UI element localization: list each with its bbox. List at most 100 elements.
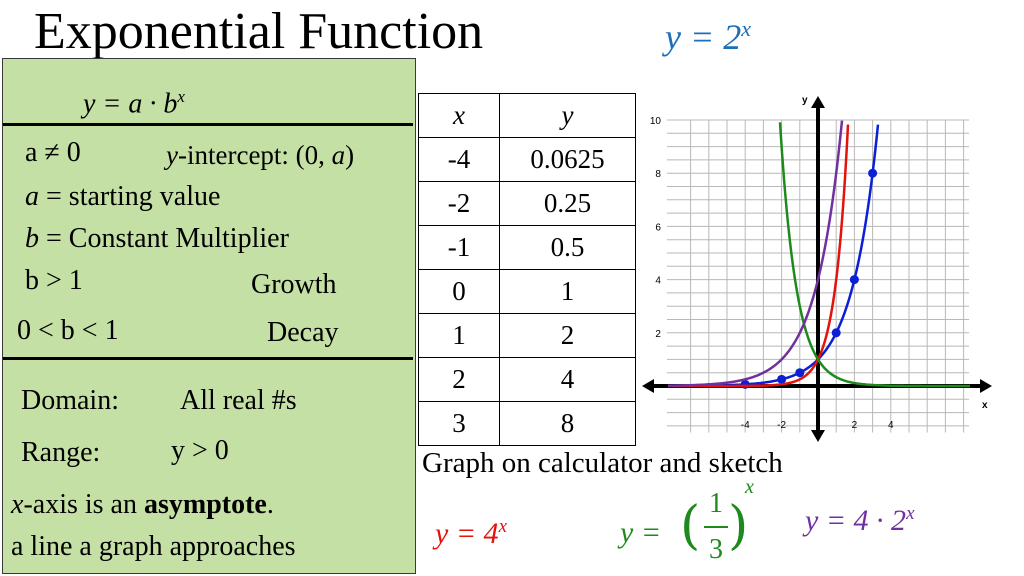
table-cell-x: 2 xyxy=(418,357,500,402)
y-tick-label: 6 xyxy=(655,222,661,233)
y-intercept-text: -intercept: (0, xyxy=(177,140,332,170)
y-tick-label: 10 xyxy=(650,116,662,127)
growth-condition: b > 1 xyxy=(25,265,83,296)
x-axis-arrow-left xyxy=(642,379,654,393)
growth-label: Growth xyxy=(251,269,337,300)
decay-label: Decay xyxy=(267,317,339,348)
table-cell-y: 8 xyxy=(499,401,636,446)
data-point xyxy=(795,368,805,378)
curve-4 xyxy=(668,120,844,387)
equation-green-denominator: 3 xyxy=(709,534,723,565)
x-tick-label: 2 xyxy=(852,420,858,431)
table-cell-y: 0.5 xyxy=(499,225,636,270)
y-axis-arrow-up xyxy=(811,96,825,108)
asymptote-line2: a line a graph approaches xyxy=(11,531,296,562)
x-axis-label: x xyxy=(982,400,988,411)
divider-top xyxy=(3,123,413,126)
y-axis-arrow-down xyxy=(811,430,825,442)
b-definition: b = Constant Multiplier xyxy=(25,223,289,255)
x-tick-label: -4 xyxy=(741,420,750,431)
fraction-bar xyxy=(704,526,728,528)
data-point xyxy=(777,374,787,384)
main-equation-exponent: x xyxy=(741,16,752,41)
main-equation-lhs: y = 2 xyxy=(665,17,742,57)
curve-3 xyxy=(778,122,970,388)
y-tick-label: 2 xyxy=(655,329,661,340)
table-cell-x: 0 xyxy=(418,269,500,314)
y-intercept-close: ) xyxy=(345,140,355,170)
table-cell-x: 3 xyxy=(418,401,500,446)
function-graph: x y -4 -2 2 4 2 4 6 8 10 xyxy=(642,95,992,442)
y-tick-label: 8 xyxy=(655,169,661,180)
equation-purple-exponent: x xyxy=(906,503,915,524)
table-row: -2 0.25 xyxy=(418,181,636,226)
domain-value: All real #s xyxy=(180,385,297,416)
equation-green-numerator: 1 xyxy=(709,488,723,519)
equation-red-exponent: x xyxy=(498,516,507,537)
asymptote-text2: . xyxy=(266,489,274,520)
y-intercept: y-intercept: (0, a) xyxy=(166,139,354,171)
divider-middle xyxy=(3,357,413,360)
table-header-y: y xyxy=(499,93,636,138)
data-point xyxy=(831,328,841,338)
asymptote-var: x xyxy=(11,489,24,520)
table-header-row: x y xyxy=(418,93,636,138)
a-not-zero: a ≠ 0 xyxy=(25,137,81,168)
equation-red: y = 4x xyxy=(435,516,507,551)
equation-purple: y = 4 · 2x xyxy=(805,503,915,538)
table-cell-x: -4 xyxy=(418,137,500,182)
table-cell-y: 4 xyxy=(499,357,636,402)
equation-red-text: y = 4 xyxy=(435,517,499,550)
domain-label: Domain: xyxy=(21,385,119,416)
range-label: Range: xyxy=(21,437,101,468)
a-def-text: = starting value xyxy=(39,181,221,212)
table-cell-y: 0.25 xyxy=(499,181,636,226)
table-cell-y: 1 xyxy=(499,269,636,314)
page-title: Exponential Function xyxy=(34,3,484,60)
b-def-text: = Constant Multiplier xyxy=(39,223,289,254)
right-paren: ) xyxy=(728,496,749,556)
table-cell-y: 2 xyxy=(499,313,636,358)
range-value: y > 0 xyxy=(171,435,229,466)
summary-box: y = a · bx a ≠ 0 y-intercept: (0, a) a =… xyxy=(2,58,416,574)
table-row: -1 0.5 xyxy=(418,225,636,270)
left-paren: ( xyxy=(680,496,701,556)
equation-purple-text: y = 4 · 2 xyxy=(805,504,907,537)
asymptote-bold: asymptote xyxy=(143,489,267,520)
main-equation: y = 2x xyxy=(665,16,751,58)
asymptote-line1: x-axis is an asymptote. xyxy=(11,489,274,521)
data-point xyxy=(868,168,878,178)
table-cell-x: -1 xyxy=(418,225,500,270)
y-tick-label: 4 xyxy=(655,276,661,287)
table-cell-x: 1 xyxy=(418,313,500,358)
y-axis-label: y xyxy=(802,95,808,106)
x-tick-label: 4 xyxy=(888,420,894,431)
a-definition: a = starting value xyxy=(25,181,220,213)
table-header-x: x xyxy=(418,93,500,138)
equation-green: y = ( 1 3 ) x xyxy=(620,476,760,574)
equation-green-exponent: x xyxy=(745,476,754,498)
equation-green-lhs: y = xyxy=(620,516,662,549)
y-intercept-a: a xyxy=(331,140,346,170)
data-point xyxy=(849,275,859,285)
a-def-var: a xyxy=(25,181,39,212)
x-tick-label: -2 xyxy=(777,420,786,431)
table-row: -4 0.0625 xyxy=(418,137,636,182)
decay-condition: 0 < b < 1 xyxy=(17,315,119,346)
calculator-note: Graph on calculator and sketch xyxy=(422,447,783,479)
general-form: y = a · bx xyxy=(83,81,185,120)
table-cell-x: -2 xyxy=(418,181,500,226)
general-form-exponent: x xyxy=(177,87,185,106)
x-axis-arrow-right xyxy=(980,379,992,393)
curve-2 xyxy=(668,124,850,388)
general-form-text: y = a · b xyxy=(83,88,178,120)
table-cell-y: 0.0625 xyxy=(499,137,636,182)
y-intercept-var: y xyxy=(166,140,178,170)
asymptote-text1: -axis is an xyxy=(23,489,144,520)
b-def-var: b xyxy=(25,223,39,254)
